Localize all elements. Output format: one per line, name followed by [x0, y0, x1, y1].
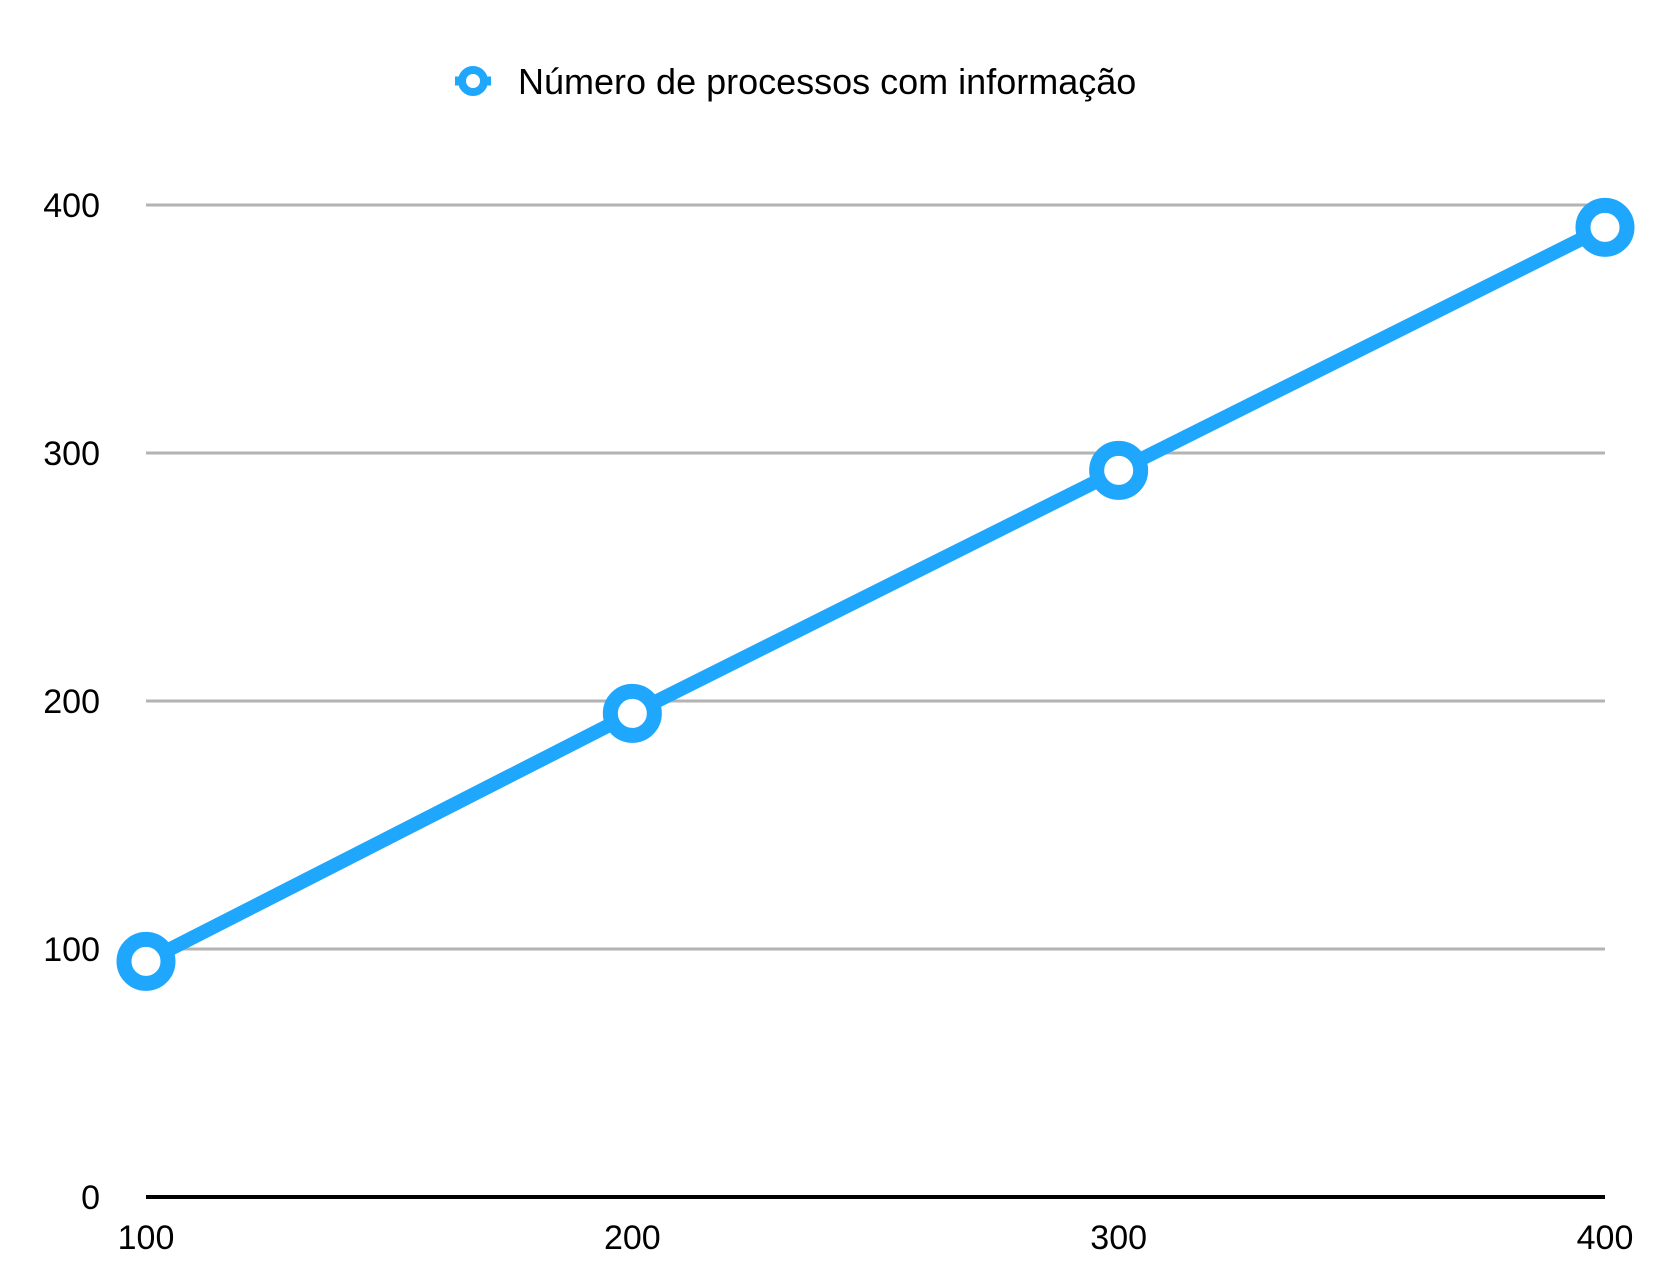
y-tick-label-300: 300	[43, 435, 100, 473]
x-tick-label-100: 100	[118, 1219, 175, 1257]
legend: Número de processos com informação	[455, 61, 1136, 102]
legend-label: Número de processos com informação	[518, 61, 1136, 102]
data-point-300	[1089, 440, 1149, 500]
series-line-0	[139, 220, 1612, 969]
data-point-100	[116, 931, 176, 991]
y-tick-label-100: 100	[43, 931, 100, 969]
data-point-200	[602, 683, 662, 743]
x-tick-label-300: 300	[1090, 1219, 1147, 1257]
data-point-400	[1575, 197, 1635, 257]
series-group	[116, 197, 1635, 991]
y-tick-label-400: 400	[43, 187, 100, 225]
y-axis-ticks: 0 100 200 300 400	[43, 187, 100, 1217]
x-tick-label-400: 400	[1577, 1219, 1634, 1257]
x-axis-ticks: 100 200 300 400	[118, 1219, 1634, 1257]
gridlines	[146, 203, 1605, 951]
y-tick-label-200: 200	[43, 683, 100, 721]
y-tick-label-0: 0	[81, 1179, 100, 1217]
legend-marker-swatch	[458, 66, 488, 96]
x-tick-label-200: 200	[604, 1219, 661, 1257]
